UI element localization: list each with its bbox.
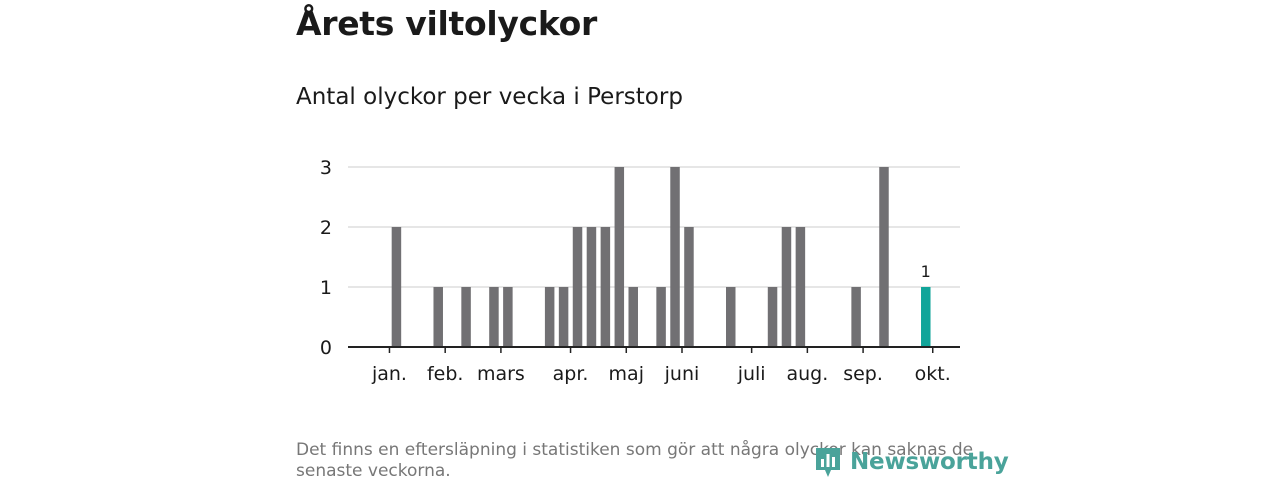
bar <box>684 227 694 347</box>
x-tick-label: jan. <box>371 363 407 385</box>
y-tick-label: 0 <box>320 337 332 359</box>
logo-text: Newsworthy <box>850 449 1009 475</box>
x-tick-label: maj <box>609 363 644 385</box>
bar <box>544 287 555 347</box>
bar <box>503 287 513 347</box>
bar <box>628 287 638 347</box>
bar <box>767 287 778 347</box>
data-label: 1 <box>921 262 931 281</box>
bar <box>656 287 666 347</box>
x-tick-label: apr. <box>553 363 589 385</box>
bar <box>614 167 625 347</box>
bar <box>586 227 597 347</box>
bar <box>600 227 611 347</box>
bars <box>391 167 931 347</box>
x-tick-label: juni <box>664 363 700 385</box>
x-tick-label: aug. <box>786 363 828 385</box>
chart-subtitle: Antal olyckor per vecka i Perstorp <box>296 84 683 110</box>
y-tick-label: 1 <box>320 277 332 299</box>
newsworthy-logo[interactable]: Newsworthy <box>814 444 1009 480</box>
bar <box>558 287 569 347</box>
x-tick-label: feb. <box>427 363 463 385</box>
grid-lines <box>348 166 960 288</box>
bar <box>851 287 861 347</box>
bar <box>489 287 499 347</box>
x-tick-label: juli <box>737 363 766 385</box>
footnote: Det finns en eftersläpning i statistiken… <box>296 440 974 481</box>
bar-chart: 0 1 2 3 1 jan. feb. mars apr. maj juni juli aug. sep.… <box>320 157 960 385</box>
axis-labels: 0 1 2 3 1 jan. feb. mars apr. maj juni juli aug. sep.… <box>320 157 951 385</box>
bar <box>726 287 736 347</box>
chart-title: Årets viltolyckor <box>296 4 597 43</box>
bar <box>879 167 889 347</box>
x-tick-label: mars <box>477 363 525 385</box>
bar-highlight <box>921 287 931 347</box>
y-tick-label: 3 <box>320 157 332 179</box>
bar <box>670 167 680 347</box>
bar <box>781 227 792 347</box>
x-tick-label: sep. <box>843 363 883 385</box>
x-axis <box>348 346 960 353</box>
bar <box>461 287 471 347</box>
x-tick-label: okt. <box>915 363 951 385</box>
bar <box>433 287 443 347</box>
bar <box>391 227 402 347</box>
newsworthy-logo-icon <box>816 448 840 477</box>
y-tick-label: 2 <box>320 217 332 239</box>
bar <box>572 227 583 347</box>
bar <box>795 227 806 347</box>
